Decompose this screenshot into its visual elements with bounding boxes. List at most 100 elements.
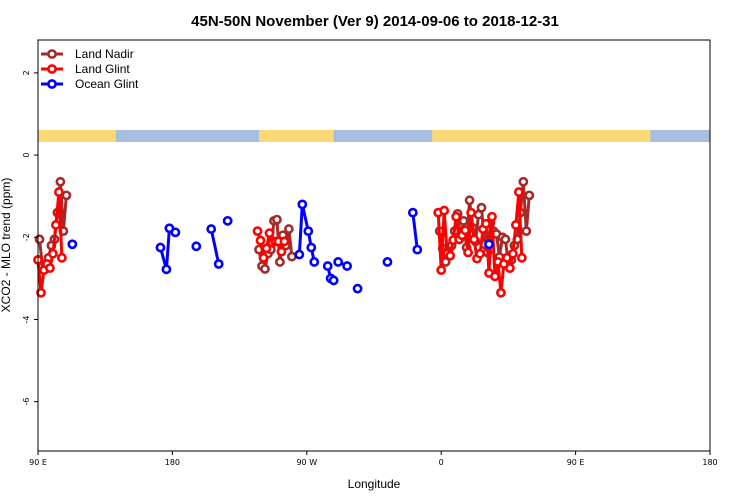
data-point	[458, 215, 469, 226]
x-axis-label: Longitude	[348, 477, 401, 491]
data-point	[521, 226, 532, 237]
data-point	[484, 239, 494, 250]
data-point	[264, 228, 275, 239]
series-line	[209, 228, 221, 265]
data-point	[513, 187, 524, 197]
data-point	[306, 242, 317, 253]
y-tick-label: 2	[22, 70, 31, 75]
legend-marker	[47, 79, 57, 89]
data-point	[276, 246, 287, 257]
data-point	[500, 234, 511, 245]
data-point	[191, 241, 202, 252]
x-tick-label: 180	[165, 458, 180, 467]
data-point	[445, 250, 456, 261]
data-point	[252, 226, 263, 237]
data-point	[258, 252, 269, 263]
plot-series	[33, 176, 535, 298]
series-ocean-glint	[67, 199, 494, 294]
legend-label: Ocean Glint	[75, 77, 139, 91]
series-land-glint	[33, 187, 527, 298]
data-point	[466, 207, 476, 218]
data-point	[507, 248, 518, 259]
data-point	[451, 211, 462, 222]
land-band-segment	[432, 130, 651, 142]
data-point	[54, 187, 64, 197]
data-point	[342, 261, 353, 271]
data-point	[286, 251, 297, 262]
data-point	[504, 263, 515, 274]
data-point	[436, 265, 447, 276]
data-point	[516, 252, 527, 263]
x-tick-label: 180	[702, 458, 717, 467]
data-point	[36, 287, 46, 298]
data-point	[510, 220, 521, 230]
data-point	[475, 248, 485, 259]
data-point	[469, 234, 479, 245]
data-point	[56, 252, 67, 263]
data-point	[55, 176, 66, 187]
data-point	[382, 257, 393, 267]
x-tick-label: 0	[439, 458, 444, 467]
data-point	[303, 226, 314, 237]
y-tick-label: -2	[22, 233, 31, 241]
data-point	[279, 236, 290, 247]
y-axis: 2 0 -2 -4 -6	[22, 70, 38, 406]
land-band-segment	[259, 130, 334, 142]
data-point	[260, 264, 270, 274]
data-point	[261, 243, 272, 254]
data-point	[213, 259, 224, 269]
series-line	[411, 212, 419, 250]
data-point	[407, 207, 418, 218]
data-point	[283, 224, 294, 234]
plot-frame	[37, 39, 711, 452]
legend-label: Land Nadir	[75, 47, 134, 61]
data-point	[518, 176, 529, 187]
data-point	[51, 220, 61, 230]
data-point	[61, 190, 72, 201]
data-point	[328, 275, 339, 286]
data-point	[161, 264, 172, 275]
data-point	[322, 261, 333, 271]
x-tick-label: 90 W	[296, 458, 317, 467]
data-point	[490, 271, 500, 282]
data-point	[481, 218, 491, 229]
data-point	[48, 248, 58, 259]
data-point	[297, 199, 308, 210]
y-tick-label: -6	[22, 398, 31, 406]
y-tick-label: 0	[22, 153, 31, 158]
data-point	[67, 239, 78, 250]
data-point	[460, 225, 470, 236]
y-axis-label: XCO2 - MLO trend (ppm)	[0, 178, 13, 313]
data-point	[352, 283, 363, 294]
data-point	[294, 249, 305, 260]
x-tick-label: 90 E	[29, 458, 47, 467]
data-point	[222, 215, 233, 226]
legend-marker	[47, 64, 57, 74]
data-point	[412, 244, 423, 255]
legend-marker	[47, 49, 57, 59]
y-tick-label: -4	[22, 315, 31, 323]
chart-title: 45N-50N November (Ver 9) 2014-09-06 to 2…	[191, 13, 559, 30]
data-point	[496, 287, 506, 298]
data-point	[464, 195, 475, 206]
data-point	[275, 257, 285, 267]
data-point	[487, 211, 497, 222]
data-point	[476, 202, 487, 213]
x-tick-label: 90 E	[567, 458, 585, 467]
data-point	[439, 205, 450, 216]
data-point	[170, 227, 181, 238]
x-axis: 90 E 180 90 W 0 90 E 180	[29, 451, 718, 467]
data-point	[206, 224, 217, 234]
data-point	[255, 235, 266, 246]
legend-label: Land Glint	[75, 62, 130, 76]
data-point	[155, 242, 166, 253]
data-point	[272, 214, 282, 225]
land-band-segment	[38, 130, 116, 142]
data-point	[524, 190, 535, 201]
land-ocean-band	[38, 130, 710, 142]
data-point	[463, 247, 473, 258]
data-point	[309, 257, 320, 267]
data-point	[45, 263, 55, 274]
